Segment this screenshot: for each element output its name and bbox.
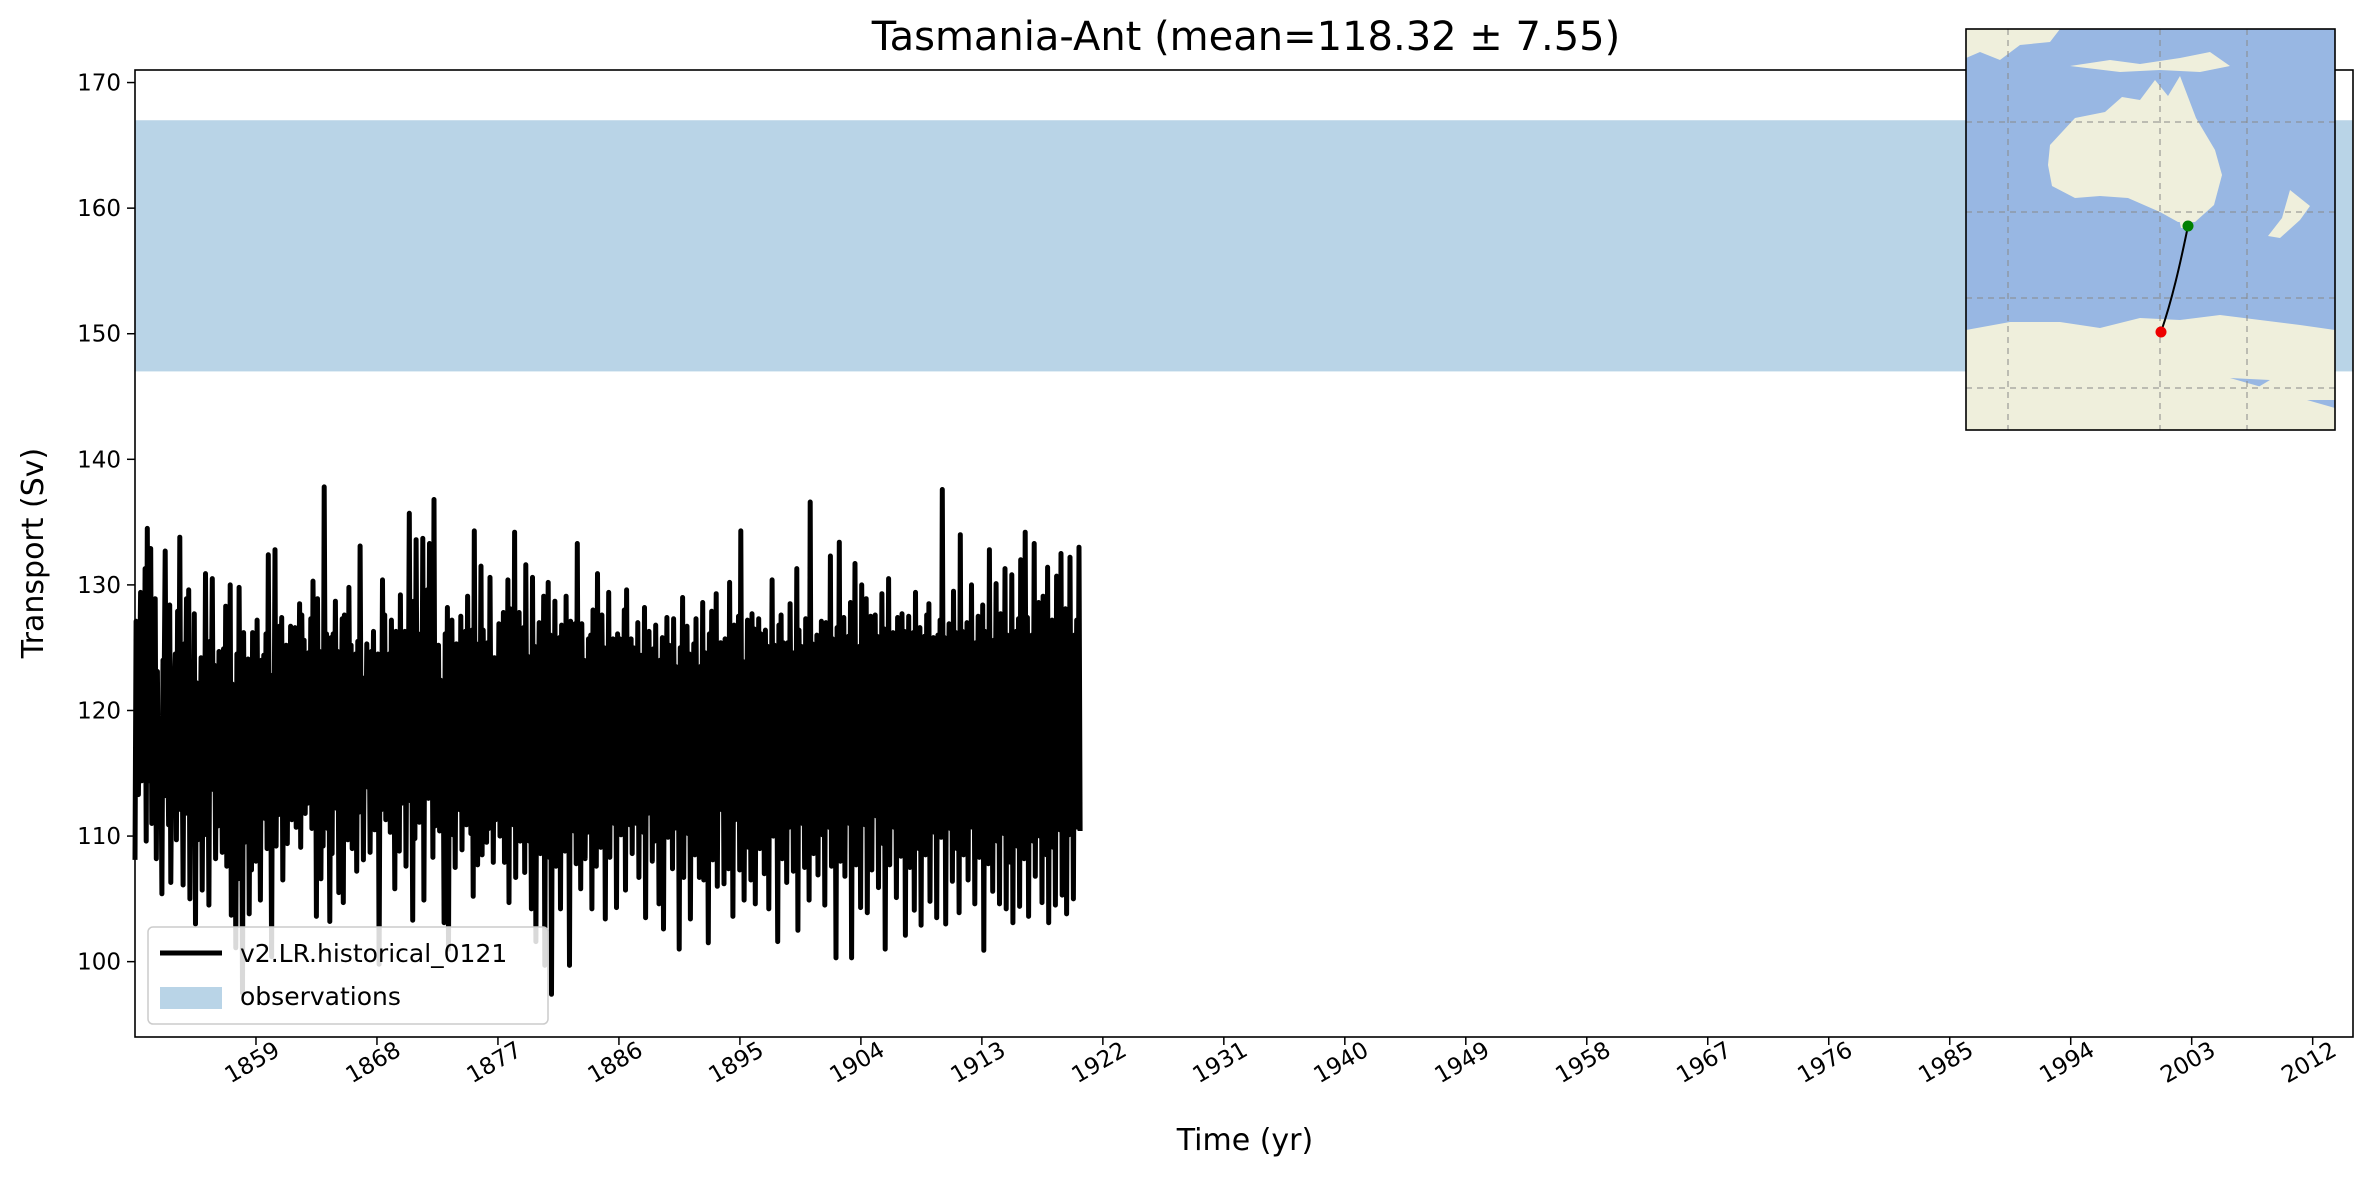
plot-area-frame	[134, 69, 2354, 1038]
inset-land-asia	[1966, 29, 2060, 60]
y-axis-title: Transport (Sv)	[16, 448, 51, 660]
inset-land-antarctica	[1966, 315, 2335, 430]
inset-land-islands	[2070, 52, 2230, 72]
world-map-inset-icon	[1965, 28, 2336, 431]
y-tick-label: 120	[77, 698, 121, 724]
series-line-v2-lr-historical-0121	[132, 484, 1083, 997]
legend-box	[147, 926, 549, 1025]
legend-label-series: v2.LR.historical_0121	[240, 939, 507, 968]
legend: v2.LR.historical_0121 observations	[147, 926, 549, 1025]
inset-frame	[1965, 28, 2336, 431]
inset-transect-line	[2160, 225, 2189, 333]
inset-land-new-zealand	[2268, 190, 2310, 238]
inset-land-australia	[2048, 76, 2222, 222]
inset-end-marker	[2155, 326, 2167, 338]
y-tick-label: 140	[77, 447, 121, 473]
y-tick-label: 170	[77, 71, 121, 97]
y-tick-label: 160	[77, 196, 121, 222]
y-tick-label: 130	[77, 573, 121, 599]
inset-graticule	[1966, 29, 2335, 430]
legend-label-observations: observations	[240, 982, 401, 1011]
y-tick-label: 110	[77, 824, 121, 850]
legend-band-swatch	[160, 987, 222, 1009]
y-tick-label: 100	[77, 950, 121, 976]
chart-title: Tasmania-Ant (mean=118.32 ± 7.55)	[871, 14, 1620, 60]
x-axis-title: Time (yr)	[1176, 1123, 1313, 1158]
y-tick-label: 150	[77, 322, 121, 348]
y-axis: 100 110 120 130 140 150 160 170	[77, 71, 135, 976]
inset-start-marker	[2182, 220, 2194, 232]
